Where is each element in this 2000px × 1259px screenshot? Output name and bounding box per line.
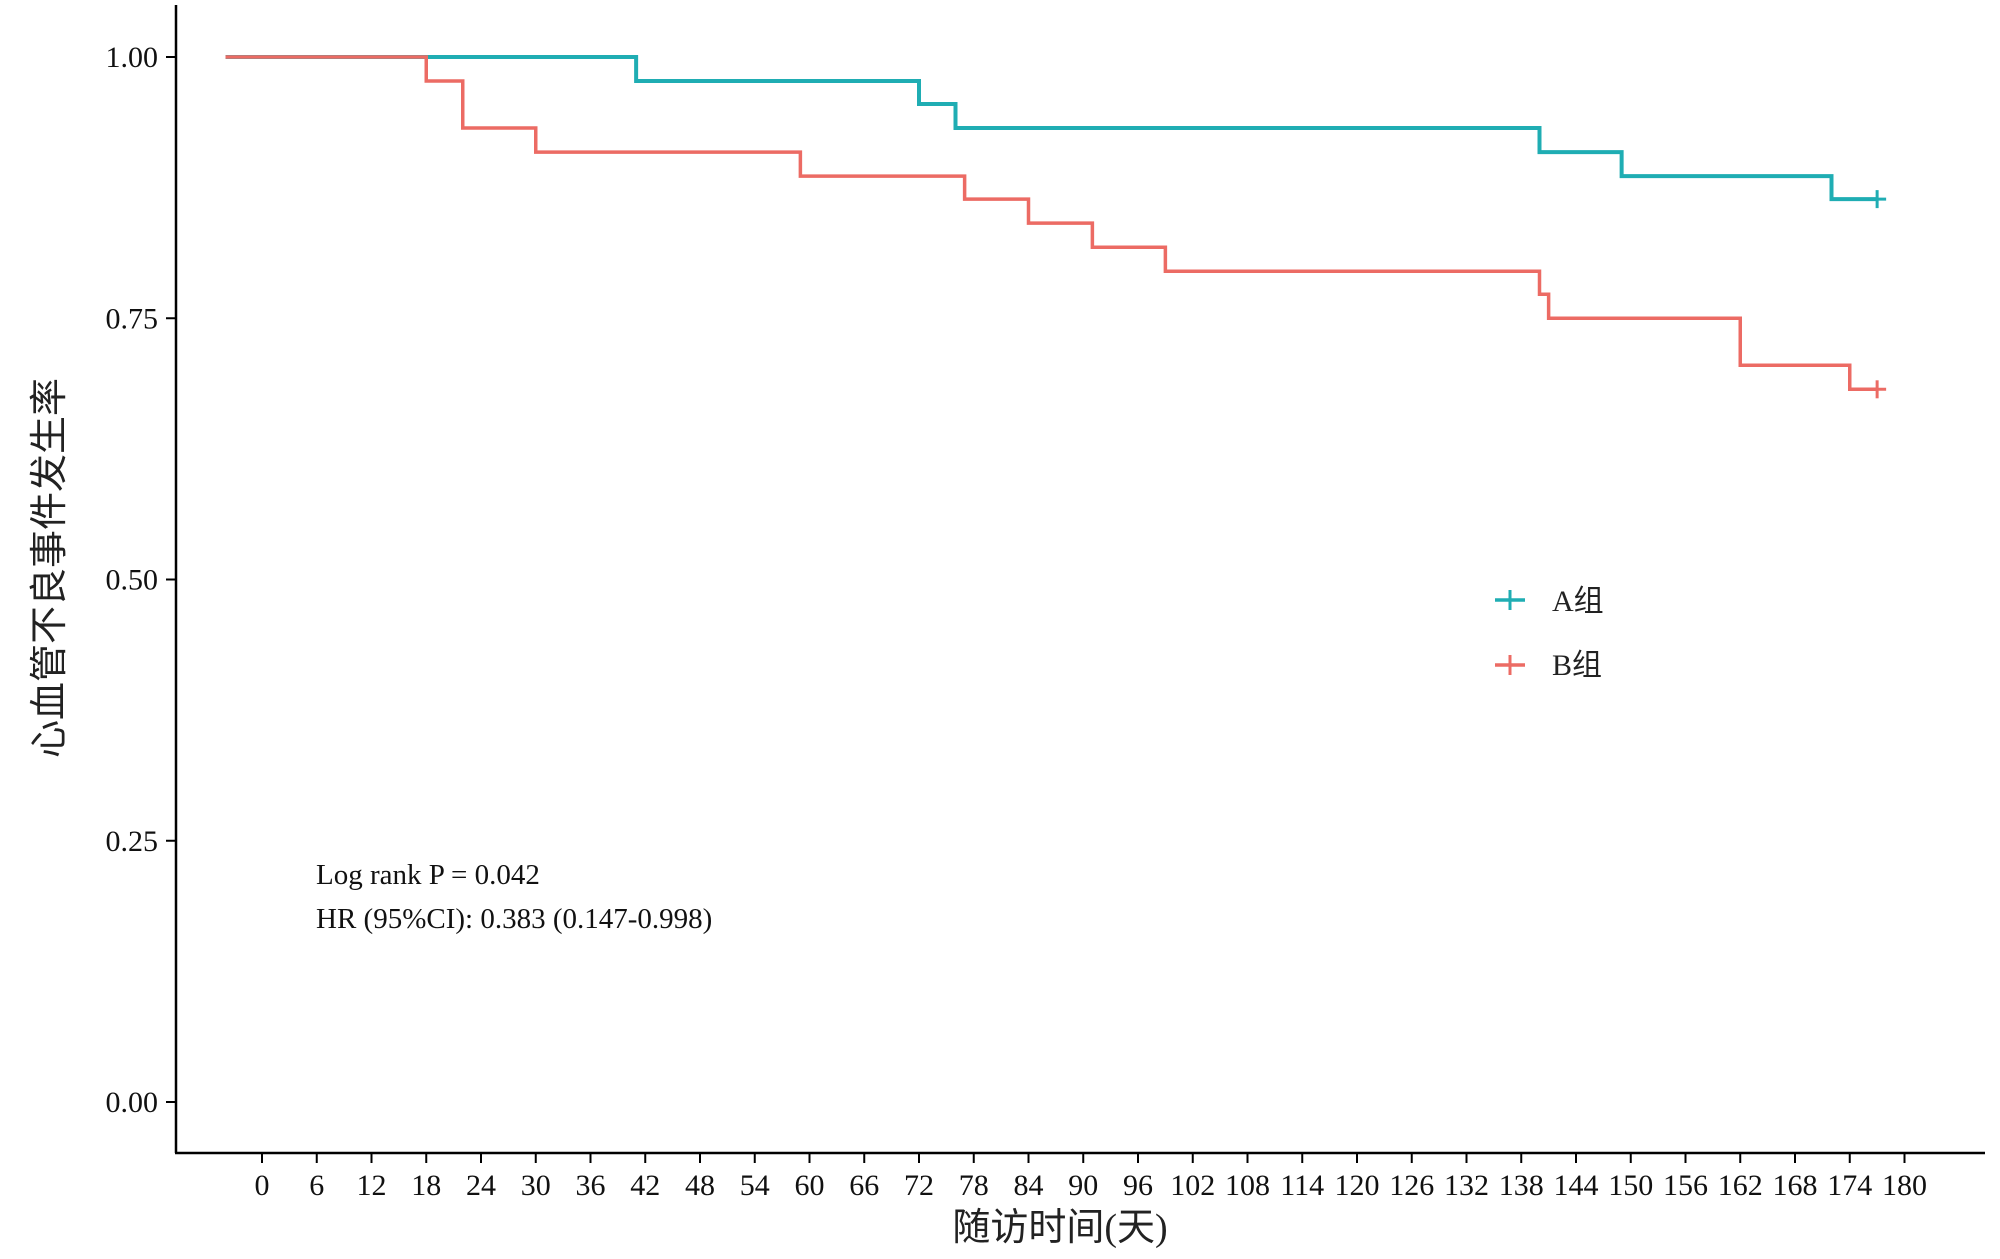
y-tick-label: 0.00	[106, 1086, 159, 1119]
y-axis-title: 心血管不良事件发生率	[29, 378, 71, 758]
y-tick-label: 0.25	[106, 825, 159, 858]
x-tick-label: 180	[1882, 1169, 1927, 1202]
annotation-log-rank: Log rank P = 0.042	[316, 859, 540, 891]
x-tick-label: 90	[1068, 1169, 1098, 1202]
x-tick-label: 108	[1225, 1169, 1270, 1202]
x-tick-label: 12	[357, 1169, 387, 1202]
x-tick-label: 162	[1718, 1169, 1763, 1202]
x-tick-label: 42	[630, 1169, 660, 1202]
km-curve-a	[225, 55, 1878, 202]
y-tick-label: 1.00	[106, 41, 159, 74]
legend-item-a: A组	[1495, 585, 1604, 618]
x-tick-label: 126	[1389, 1169, 1434, 1202]
x-tick-label: 144	[1554, 1169, 1599, 1202]
x-tick-label: 18	[411, 1169, 441, 1202]
legend: A组 B组	[1495, 585, 1604, 682]
x-axis-ticks: 0 6 12 18 24 30 36 42 48 54 60 66 72 78 84 90 96 102 108 11…	[255, 1153, 1927, 1202]
annotations: Log rank P = 0.042 HR (95%CI): 0.383 (0.…	[316, 859, 712, 935]
censor-mark-b	[1868, 380, 1887, 399]
x-tick-label: 66	[849, 1169, 879, 1202]
x-tick-label: 0	[255, 1169, 270, 1202]
km-curve-b	[225, 55, 1878, 392]
x-tick-label: 138	[1499, 1169, 1544, 1202]
x-tick-label: 54	[740, 1169, 770, 1202]
x-tick-label: 156	[1663, 1169, 1708, 1202]
y-tick-label: 0.75	[106, 302, 159, 335]
censor-mark-a	[1868, 190, 1887, 209]
x-tick-label: 48	[685, 1169, 715, 1202]
x-tick-label: 72	[904, 1169, 934, 1202]
x-tick-label: 168	[1773, 1169, 1818, 1202]
x-tick-label: 132	[1444, 1169, 1489, 1202]
x-tick-label: 78	[959, 1169, 989, 1202]
x-tick-label: 114	[1280, 1169, 1324, 1202]
x-tick-label: 96	[1123, 1169, 1153, 1202]
legend-item-b: B组	[1495, 649, 1602, 682]
y-tick-label: 0.50	[106, 564, 159, 597]
x-tick-label: 60	[795, 1169, 825, 1202]
x-tick-label: 174	[1827, 1169, 1872, 1202]
legend-label-b: B组	[1552, 649, 1602, 682]
x-tick-label: 30	[521, 1169, 551, 1202]
x-tick-label: 84	[1014, 1169, 1044, 1202]
series-layer	[225, 55, 1887, 399]
x-tick-label: 102	[1170, 1169, 1215, 1202]
x-tick-label: 36	[576, 1169, 606, 1202]
x-axis-title: 随访时间(天)	[952, 1207, 1167, 1249]
annotation-hr: HR (95%CI): 0.383 (0.147-0.998)	[316, 903, 712, 935]
y-axis-ticks: 0.00 0.25 0.50 0.75 1.00	[106, 41, 176, 1119]
legend-label-a: A组	[1552, 585, 1604, 618]
x-tick-label: 150	[1608, 1169, 1653, 1202]
x-tick-label: 120	[1335, 1169, 1380, 1202]
x-tick-label: 6	[309, 1169, 324, 1202]
x-tick-label: 24	[466, 1169, 496, 1202]
